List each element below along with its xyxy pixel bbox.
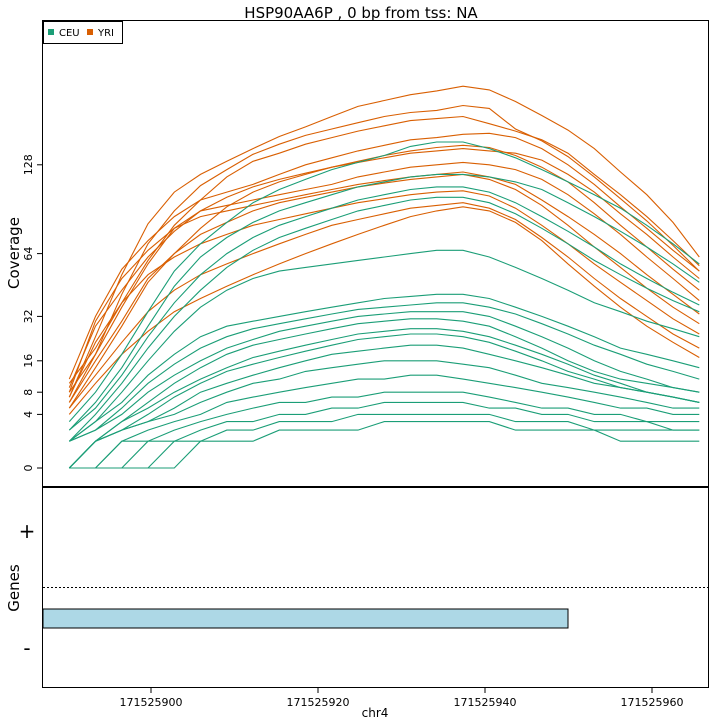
coverage-line-ceu <box>68 344 700 469</box>
chart-title: HSP90AA6P , 0 bp from tss: NA <box>244 4 478 22</box>
coverage-line-yri <box>68 132 700 380</box>
coverage-line-yri <box>68 144 700 409</box>
coverage-line-ceu <box>68 293 700 442</box>
legend-swatch-yri <box>87 29 93 35</box>
coverage-line-ceu <box>69 311 700 442</box>
x-tick-label: 171525900 <box>120 696 183 709</box>
coverage-line-yri <box>68 206 700 415</box>
coverage-line-ceu <box>68 173 700 431</box>
legend-swatch-ceu <box>48 29 54 35</box>
y-axis-label: Coverage <box>5 217 23 289</box>
coverage-line-yri <box>68 85 700 398</box>
coverage-line-yri <box>68 173 700 403</box>
x-tick-label: 171525920 <box>287 696 350 709</box>
coverage-line-yri <box>68 190 700 398</box>
y-tick-label: 4 <box>22 411 35 418</box>
legend-label-ceu: CEU <box>59 28 80 39</box>
x-axis: 171525900 171525920 171525940 171525960 … <box>120 688 684 720</box>
coverage-line-ceu <box>69 421 700 469</box>
coverage-line-ceu <box>68 141 700 422</box>
coverage-line-ceu <box>69 302 700 442</box>
coverage-line-ceu <box>68 196 700 442</box>
coverage-line-yri <box>68 104 700 393</box>
x-tick-label: 171525960 <box>621 696 684 709</box>
x-tick-label: 171525940 <box>454 696 517 709</box>
y-tick-label: 128 <box>22 154 35 175</box>
y-tick-label: 16 <box>22 354 35 368</box>
coverage-line-ceu <box>69 374 700 469</box>
coverage-panel-frame <box>42 20 709 487</box>
coverage-line-ceu <box>68 318 700 469</box>
legend-box <box>43 21 123 44</box>
coverage-line-yri <box>68 148 700 388</box>
coverage-line-ceu <box>68 360 700 469</box>
legend: CEU YRI <box>43 21 123 44</box>
gene-bar <box>42 608 569 629</box>
strand-minus-label: - <box>23 636 30 660</box>
coverage-line-ceu <box>68 249 700 442</box>
coverage-line-yri <box>68 171 700 393</box>
x-axis-label: chr4 <box>362 706 389 720</box>
coverage-line-ceu <box>69 401 700 469</box>
coverage-line-yri <box>68 202 700 409</box>
legend-label-yri: YRI <box>97 28 114 39</box>
y-tick-label: 32 <box>22 309 35 323</box>
y-axis-label-genes: Genes <box>5 564 23 612</box>
coverage-line-ceu <box>68 333 700 469</box>
strand-plus-label: + <box>19 519 36 543</box>
y-axis: 0 4 8 16 32 64 128 <box>22 154 42 472</box>
y-tick-label: 0 <box>22 465 35 472</box>
coverage-lines <box>68 85 700 469</box>
y-tick-label: 8 <box>22 389 35 396</box>
coverage-line-ceu <box>68 328 700 469</box>
coverage-line-ceu <box>69 391 700 469</box>
y-tick-label: 64 <box>22 247 35 261</box>
coverage-line-ceu <box>68 186 700 431</box>
coverage-line-yri <box>68 115 700 384</box>
genes-panel-frame <box>42 487 709 688</box>
